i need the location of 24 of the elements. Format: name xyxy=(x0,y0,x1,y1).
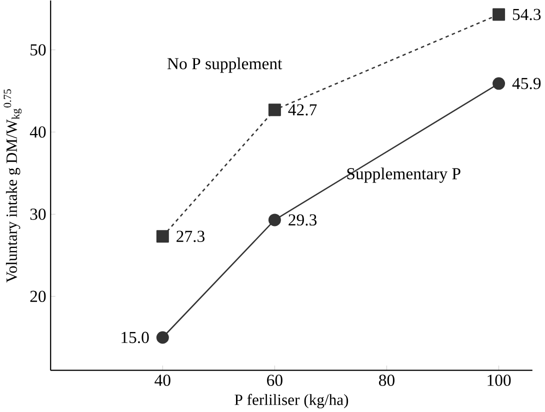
point xyxy=(156,331,169,344)
data-label: 45.9 xyxy=(512,78,541,90)
x-tick-label: 80 xyxy=(379,374,394,386)
y-axis-title: Voluntary intake g DM/W$_{kg}$0.75 xyxy=(4,89,22,283)
point xyxy=(492,8,506,21)
series-label: Supplementary P xyxy=(347,168,460,183)
point xyxy=(268,214,281,226)
data-label: 54.3 xyxy=(512,8,541,20)
data-label: 15.0 xyxy=(122,332,149,344)
data-label: 29.3 xyxy=(288,214,317,226)
x-tick-label: 40 xyxy=(154,374,170,386)
series-label: No P supplement xyxy=(167,58,282,73)
y-tick-label: 20 xyxy=(30,290,46,302)
point xyxy=(492,77,506,90)
y-tick-label: 30 xyxy=(30,208,46,220)
x-tick-label: 60 xyxy=(267,374,282,386)
data-label: 27.3 xyxy=(176,230,204,242)
x-axis-title: P ferliliser (kg/ha) xyxy=(234,394,348,408)
data-label: 42.7 xyxy=(288,104,317,116)
y-tick-label: 40 xyxy=(30,126,46,138)
point xyxy=(156,230,169,243)
point xyxy=(268,104,281,116)
y-tick-label: 50 xyxy=(30,44,46,56)
x-tick-label: 100 xyxy=(488,374,511,386)
